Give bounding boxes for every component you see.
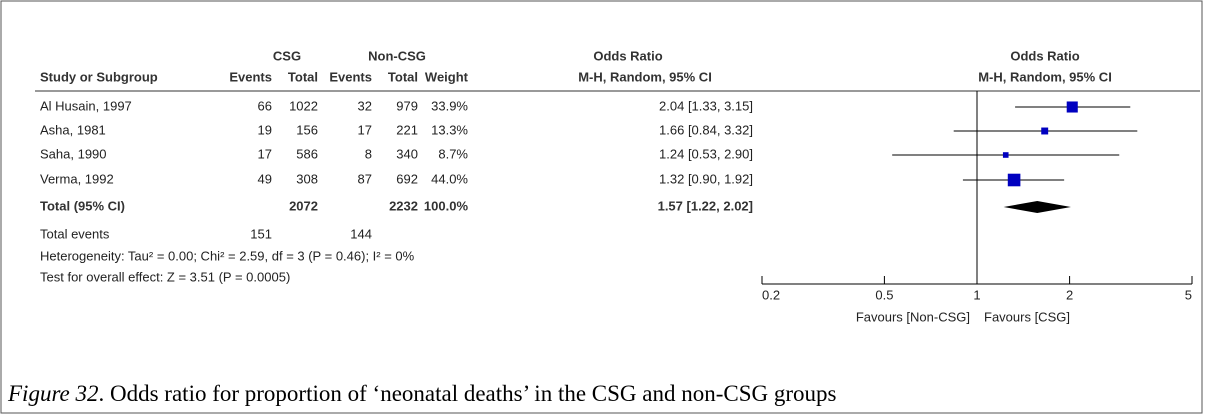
study-marker: [1041, 127, 1049, 135]
total-csg: 2072: [289, 198, 318, 213]
column-header: Study or Subgroup: [40, 69, 158, 84]
non-total: 692: [396, 171, 418, 186]
csg-events: 19: [258, 122, 272, 137]
column-header: Total: [288, 69, 318, 84]
csg-total: 308: [296, 171, 318, 186]
non-events: 32: [358, 98, 372, 113]
csg-events: 66: [258, 98, 272, 113]
csg-total: 1022: [289, 98, 318, 113]
csg-total: 156: [296, 122, 318, 137]
total-non: 2232: [389, 198, 418, 213]
non-total: 221: [396, 122, 418, 137]
total-events-csg: 151: [250, 226, 272, 241]
x-tick-label: 5: [1185, 287, 1192, 302]
summary-diamond: [1003, 201, 1071, 213]
caption: Figure 32. Odds ratio for proportion of …: [7, 381, 837, 406]
weight: 13.3%: [431, 122, 468, 137]
study-marker: [1066, 101, 1078, 113]
total-events-label: Total events: [40, 226, 110, 241]
odds-ratio: 1.66 [0.84, 3.32]: [659, 122, 753, 137]
total-label: Total (95% CI): [40, 198, 125, 213]
study-name: Al Husain, 1997: [40, 98, 132, 113]
x-tick-label: 2: [1066, 287, 1073, 302]
x-tick-label: 1: [973, 287, 980, 302]
study-name: Saha, 1990: [40, 146, 107, 161]
weight: 33.9%: [431, 98, 468, 113]
favours-right: Favours [CSG]: [984, 309, 1070, 324]
non-total: 340: [396, 146, 418, 161]
caption-text: . Odds ratio for proportion of ‘neonatal…: [99, 381, 837, 406]
non-events: 87: [358, 171, 372, 186]
weight: 8.7%: [438, 146, 468, 161]
non-events: 17: [358, 122, 372, 137]
column-header: Weight: [425, 69, 469, 84]
weight: 44.0%: [431, 171, 468, 186]
heterogeneity: Heterogeneity: Tau² = 0.00; Chi² = 2.59,…: [40, 248, 415, 263]
overall-effect: Test for overall effect: Z = 3.51 (P = 0…: [40, 269, 290, 284]
study-marker: [1007, 173, 1021, 187]
odds-ratio: 2.04 [1.33, 3.15]: [659, 98, 753, 113]
plot-subtitle: M-H, Random, 95% CI: [978, 69, 1112, 84]
study-name: Verma, 1992: [40, 171, 114, 186]
total-weight: 100.0%: [424, 198, 469, 213]
favours-left: Favours [Non-CSG]: [856, 309, 970, 324]
caption-label: Figure 32: [7, 381, 99, 406]
x-tick-label: 0.5: [875, 287, 893, 302]
plot-title: Odds Ratio: [1010, 48, 1079, 63]
column-header: Events: [329, 69, 372, 84]
study-name: Asha, 1981: [40, 122, 106, 137]
column-header: Total: [388, 69, 418, 84]
column-header: M-H, Random, 95% CI: [578, 69, 712, 84]
total-or: 1.57 [1.22, 2.02]: [658, 198, 753, 213]
non-total: 979: [396, 98, 418, 113]
column-group: Non-CSG: [368, 48, 426, 63]
odds-ratio: 1.32 [0.90, 1.92]: [659, 171, 753, 186]
csg-events: 17: [258, 146, 272, 161]
x-tick-label: 0.2: [762, 287, 780, 302]
csg-events: 49: [258, 171, 272, 186]
study-marker: [1002, 152, 1009, 158]
column-group: Odds Ratio: [593, 48, 662, 63]
odds-ratio: 1.24 [0.53, 2.90]: [659, 146, 753, 161]
column-header: Events: [229, 69, 272, 84]
csg-total: 586: [296, 146, 318, 161]
total-events-non: 144: [350, 226, 372, 241]
column-group: CSG: [273, 48, 301, 63]
non-events: 8: [365, 146, 372, 161]
